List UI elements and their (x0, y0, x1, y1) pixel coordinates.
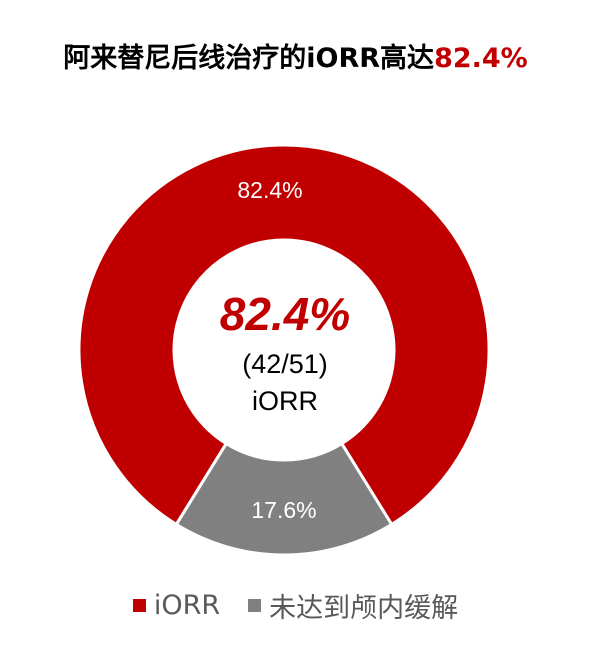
title-highlight: 82.4% (434, 43, 528, 74)
center-fraction: (42/51) (242, 349, 328, 379)
slice-label-no-response: 17.6% (251, 497, 316, 523)
legend-item-no-response: 未达到颅内缓解 (248, 586, 458, 625)
legend-label-iorr: iORR (153, 590, 221, 621)
slice-iorr (77, 143, 491, 527)
title-text: 阿来替尼后线治疗的iORR高达 (63, 43, 435, 74)
chart-title: 阿来替尼后线治疗的iORR高达82.4% (0, 36, 591, 75)
legend-label-no-response: 未达到颅内缓解 (269, 593, 459, 624)
slice-no-response (174, 441, 394, 557)
legend-item-iorr: iORR (132, 590, 221, 621)
center-value: 82.4% (220, 288, 350, 340)
legend: iORR 未达到颅内缓解 (0, 586, 591, 625)
legend-swatch-no-response (248, 599, 262, 612)
center-metric: iORR (252, 386, 318, 416)
legend-swatch-iorr (132, 599, 146, 612)
slice-label-iorr: 82.4% (237, 177, 302, 203)
